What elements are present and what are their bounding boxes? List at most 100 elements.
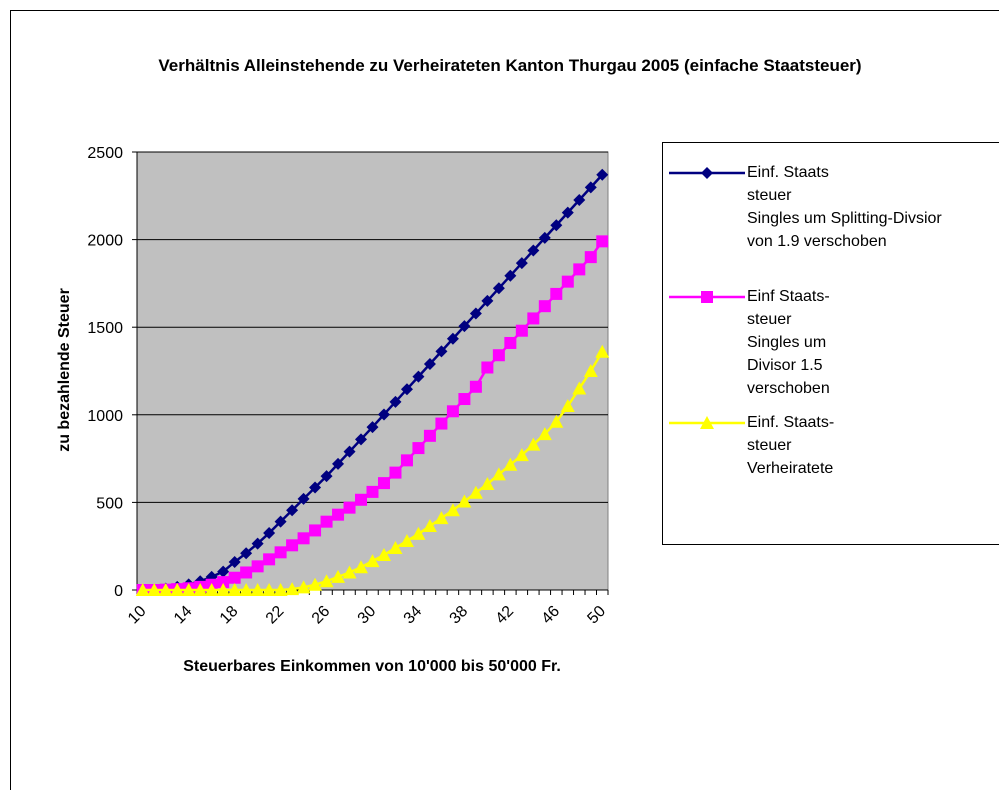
marker	[538, 300, 551, 313]
marker	[228, 571, 241, 584]
marker	[514, 448, 529, 462]
marker	[217, 565, 230, 578]
x-tick-label: 10	[125, 603, 150, 628]
plot-area	[136, 151, 609, 591]
marker	[583, 364, 598, 377]
marker	[469, 307, 482, 320]
marker	[550, 287, 563, 300]
marker	[274, 546, 287, 559]
legend-label: Einf. Staats steuer Singles um Splitting…	[747, 164, 942, 250]
marker	[700, 416, 714, 429]
marker	[446, 332, 459, 345]
marker	[147, 583, 162, 596]
marker	[527, 244, 540, 257]
marker	[422, 519, 437, 533]
legend-label: Einf. Staats- steuer Verheiratete	[747, 414, 835, 477]
marker	[193, 583, 208, 596]
marker	[158, 583, 173, 596]
marker	[135, 583, 150, 596]
marker	[251, 537, 264, 550]
marker	[366, 421, 379, 434]
marker	[376, 547, 391, 561]
marker	[469, 380, 482, 393]
marker	[377, 477, 390, 490]
marker	[446, 405, 459, 418]
marker	[343, 445, 356, 458]
marker	[434, 511, 449, 525]
marker	[216, 583, 231, 596]
y-tick-label: 1000	[87, 408, 123, 425]
marker	[274, 515, 287, 528]
marker	[309, 481, 322, 494]
marker	[412, 370, 425, 383]
marker	[561, 206, 574, 219]
marker	[319, 574, 334, 588]
marker	[584, 181, 597, 194]
marker	[332, 457, 345, 470]
x-axis-label: Steuerbares Einkommen von 10'000 bis 50'…	[183, 658, 561, 675]
marker	[412, 442, 425, 455]
marker	[560, 399, 575, 413]
marker	[227, 583, 242, 596]
y-tick-label: 0	[114, 583, 123, 600]
marker	[240, 566, 253, 579]
marker	[297, 532, 310, 545]
marker	[239, 583, 254, 596]
marker	[423, 357, 436, 370]
marker	[492, 349, 505, 362]
marker	[355, 493, 368, 506]
marker	[503, 457, 518, 471]
legend-icon	[669, 291, 745, 303]
marker	[435, 417, 448, 430]
marker	[445, 503, 460, 517]
marker	[400, 454, 413, 467]
marker	[181, 583, 196, 596]
marker	[561, 275, 574, 288]
legend-icon	[669, 416, 745, 429]
marker	[423, 429, 436, 442]
plot: 0 500 1000 1500 2000 2500 10 14 18 22 26 30 34 38 42 46…	[87, 145, 610, 628]
marker	[468, 485, 483, 499]
marker	[515, 324, 528, 337]
marker	[320, 470, 333, 483]
y-tick-label: 2000	[87, 233, 123, 250]
marker	[389, 466, 402, 479]
y-tick-label: 500	[96, 495, 123, 512]
legend-label: Einf Staats- steuer Singles um Divisor 1…	[747, 288, 830, 397]
marker	[343, 501, 356, 514]
marker	[240, 547, 253, 560]
marker	[572, 381, 587, 395]
marker	[701, 167, 713, 179]
marker	[365, 554, 380, 568]
marker	[458, 393, 471, 406]
legend-icon	[669, 167, 745, 179]
marker	[228, 555, 241, 568]
marker	[308, 577, 323, 591]
marker	[286, 504, 299, 517]
marker	[596, 168, 609, 181]
chart-title: Verhältnis Alleinstehende zu Verheiratet…	[158, 56, 862, 75]
marker	[273, 583, 288, 596]
marker	[399, 533, 414, 547]
marker	[251, 560, 264, 573]
marker	[355, 433, 368, 446]
y-tick-label: 1500	[87, 320, 123, 337]
marker	[286, 539, 299, 552]
marker	[515, 257, 528, 270]
x-tick-label: 42	[493, 603, 518, 628]
x-tick-label: 30	[355, 603, 380, 628]
marker	[491, 467, 506, 481]
marker	[481, 361, 494, 374]
marker	[262, 583, 277, 596]
legend: Einf. Staats steuer Singles um Splitting…	[662, 142, 999, 545]
marker	[377, 408, 390, 421]
marker	[388, 540, 403, 554]
x-tick-label: 14	[171, 603, 196, 628]
x-tick-label: 34	[401, 603, 426, 628]
x-tick-label: 46	[539, 603, 564, 628]
marker	[400, 383, 413, 396]
marker	[527, 312, 540, 325]
marker	[217, 576, 230, 589]
y-tick-label: 2500	[87, 145, 123, 162]
x-tick-label: 38	[447, 603, 472, 628]
